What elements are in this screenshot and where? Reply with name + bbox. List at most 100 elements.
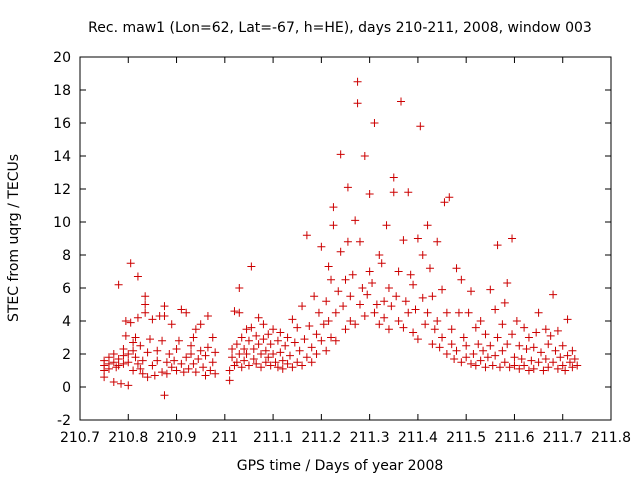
data-point	[346, 317, 355, 325]
data-point	[520, 361, 529, 370]
data-point	[206, 366, 215, 375]
data-point	[413, 335, 422, 344]
chart-title: Rec. maw1 (Lon=62, Lat=-67, h=HE), days …	[88, 20, 592, 36]
y-tick-label: 6	[62, 281, 71, 297]
data-point	[160, 391, 169, 400]
data-point	[124, 381, 133, 390]
data-point	[416, 122, 425, 131]
data-point	[177, 359, 186, 368]
data-point	[459, 333, 468, 342]
data-point	[314, 308, 323, 317]
data-point	[266, 340, 275, 349]
data-point	[423, 221, 432, 230]
data-point	[541, 354, 550, 363]
data-point	[261, 346, 270, 355]
x-axis-ticks: 210.7 210.8 210.9 211 211.1 211.2 211.3 211.4 21…	[60, 57, 631, 446]
data-point	[476, 317, 485, 325]
data-point	[129, 338, 138, 347]
data-point	[515, 341, 524, 350]
x-tick-label: 211	[211, 430, 238, 446]
data-point	[450, 354, 459, 363]
data-point	[281, 341, 290, 350]
plot-frame	[79, 56, 612, 421]
data-point	[438, 333, 447, 342]
data-point	[377, 259, 386, 268]
data-point	[512, 317, 521, 325]
data-point	[433, 237, 442, 246]
data-point	[131, 353, 140, 362]
data-point	[153, 356, 162, 365]
data-point	[561, 366, 570, 375]
data-point	[546, 331, 555, 340]
data-point	[302, 353, 311, 362]
data-point	[428, 292, 437, 301]
data-point	[179, 368, 188, 377]
data-point	[532, 328, 541, 337]
y-tick-label: 8	[62, 248, 71, 264]
data-point	[172, 345, 181, 354]
data-point	[351, 320, 360, 329]
data-point	[109, 378, 118, 387]
data-point	[534, 308, 543, 317]
data-point	[549, 358, 558, 367]
data-point	[240, 356, 249, 365]
data-point	[491, 351, 500, 360]
data-point	[467, 359, 476, 368]
y-tick-label: 18	[53, 83, 71, 99]
x-tick-label: 211.4	[398, 430, 438, 446]
data-point	[242, 325, 251, 334]
data-point	[145, 335, 154, 344]
data-point	[467, 287, 476, 296]
data-point	[196, 320, 205, 329]
data-point	[232, 340, 241, 349]
data-point	[295, 346, 304, 355]
data-point	[264, 330, 273, 339]
data-point	[508, 234, 517, 243]
data-point	[520, 323, 529, 332]
data-point	[565, 358, 574, 367]
data-point	[462, 341, 471, 350]
data-point	[452, 264, 461, 273]
data-point	[257, 350, 266, 358]
data-point	[409, 280, 418, 289]
data-point	[353, 99, 362, 108]
data-point	[462, 353, 471, 362]
data-point	[346, 292, 355, 301]
data-point	[317, 336, 326, 345]
data-point	[228, 353, 237, 362]
data-point	[505, 363, 514, 372]
data-point	[481, 330, 490, 339]
data-point	[503, 279, 512, 288]
data-point	[100, 373, 109, 382]
y-tick-label: 20	[53, 50, 71, 66]
data-point	[129, 366, 138, 375]
data-point	[298, 302, 307, 311]
y-tick-label: 16	[53, 116, 71, 132]
data-point	[375, 320, 384, 329]
data-point	[133, 272, 142, 281]
data-point	[469, 350, 478, 358]
y-axis-label: STEC from uqrg / TECUs	[6, 154, 22, 322]
data-point	[430, 325, 439, 334]
data-point	[165, 350, 174, 358]
data-point	[322, 297, 331, 306]
data-point	[392, 292, 401, 301]
data-point	[553, 364, 562, 373]
data-point	[119, 359, 128, 368]
data-point	[464, 308, 473, 317]
data-point	[573, 361, 582, 370]
data-point	[454, 308, 463, 317]
data-point	[551, 346, 560, 355]
data-point	[189, 359, 198, 368]
data-point	[126, 318, 135, 327]
data-point	[435, 343, 444, 352]
data-point	[288, 315, 297, 324]
data-point	[293, 323, 302, 332]
data-point	[298, 361, 307, 370]
data-point	[148, 361, 157, 370]
data-points	[100, 77, 582, 400]
data-point	[423, 308, 432, 317]
data-point	[421, 320, 430, 329]
data-point	[375, 251, 384, 259]
data-point	[136, 341, 145, 350]
